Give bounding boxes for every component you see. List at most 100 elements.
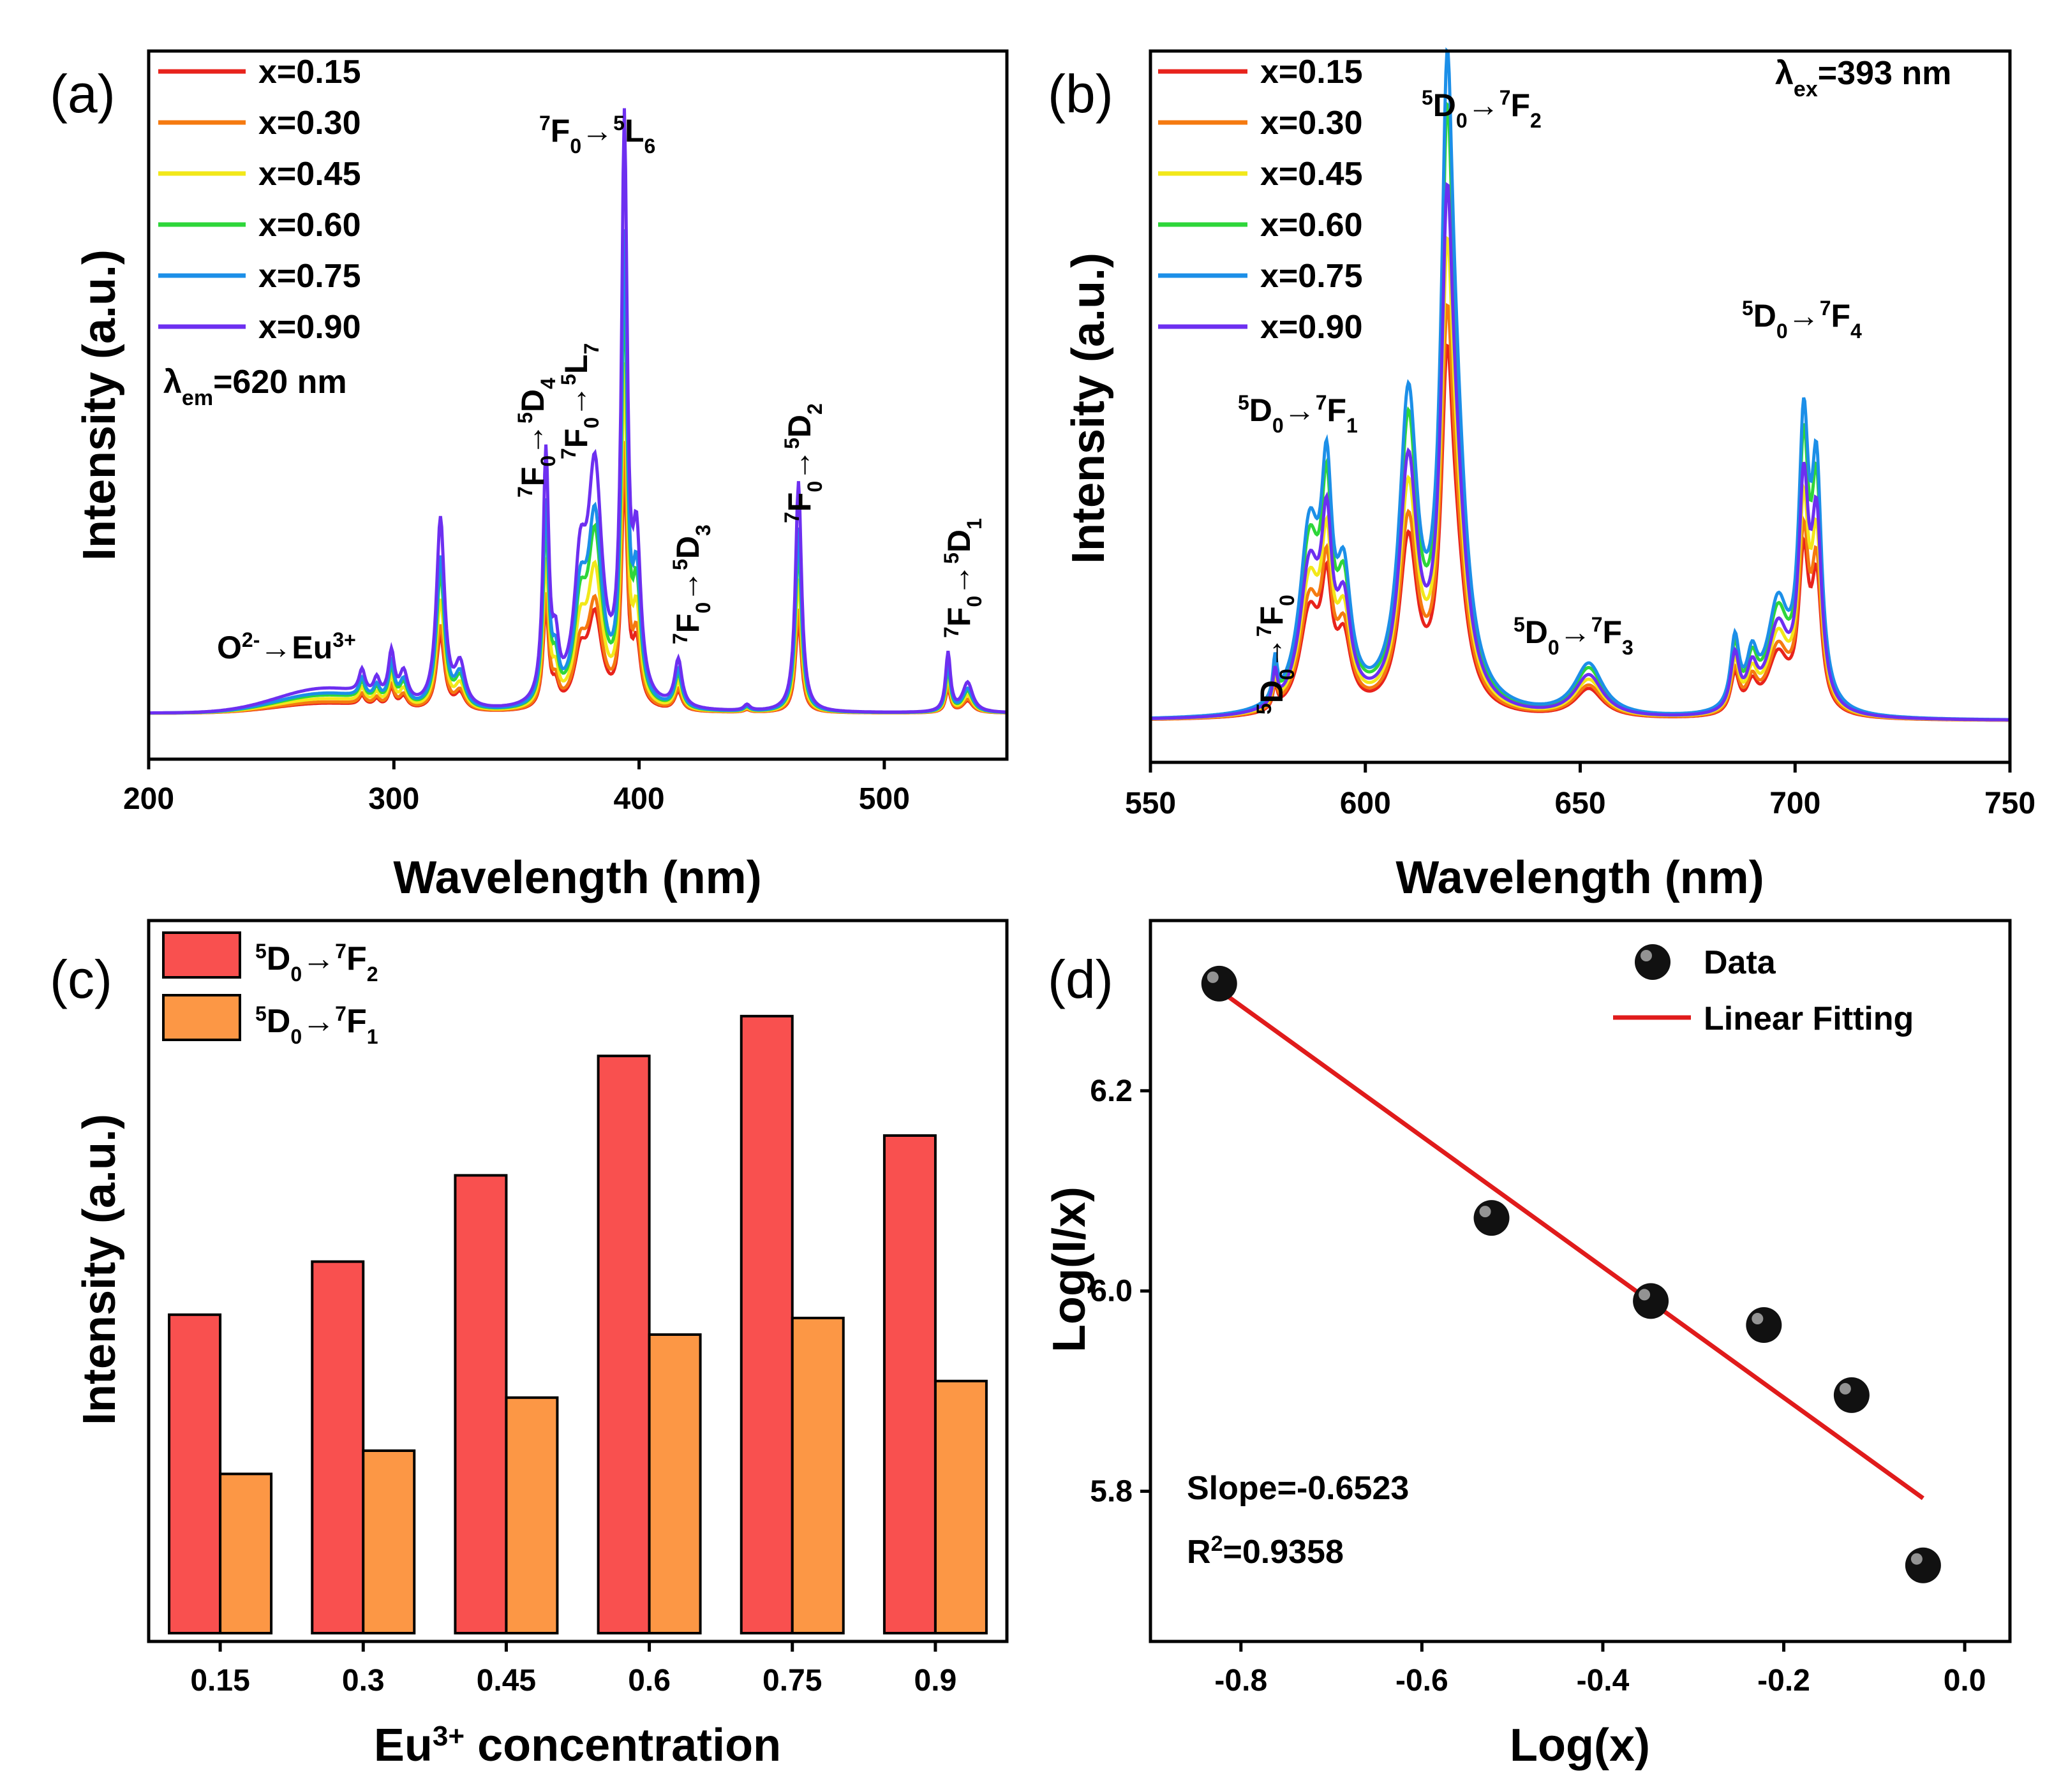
panel-d-legend-data: Data (1704, 944, 1776, 981)
annotation-7f0-5d2: 7F0→5D2 (780, 403, 826, 523)
panel-b-label: (b) (1048, 64, 1113, 124)
panel-d-x-axis-label: Log(x) (1510, 1720, 1650, 1771)
panel-d-data-point-highlight (1910, 1553, 1923, 1565)
panel-d-data-point-highlight (1839, 1382, 1851, 1395)
panel-a-series-line (149, 108, 1008, 715)
panel-d-y-tick-label: 6.2 (1090, 1074, 1133, 1108)
panel-d-legend-marker (1635, 944, 1670, 980)
panel-a-curves (149, 108, 1008, 715)
panel-a-x-ticks: 200 300 400 500 (123, 759, 910, 816)
panel-c-legend-label-7f1: 5D0→7F1 (255, 1002, 378, 1048)
panel-a-lambda-em: λem=620 nm (163, 364, 347, 410)
panel-c-bar (311, 1260, 365, 1634)
panel-d-legend-marker-highlight (1641, 950, 1652, 961)
panel-c-bar (168, 1313, 222, 1635)
panel-c-legend-swatch-7f2 (162, 931, 241, 979)
panel-b-x-ticks: 550 600 650 700 750 (1125, 762, 2035, 820)
panel-c-bar (219, 1472, 273, 1634)
panel-c-label: (c) (50, 949, 112, 1009)
panel-b: (b) 550 600 650 700 750 Wavelength (nm) Inte… (1048, 47, 2035, 903)
panel-b-legend-label: x=0.60 (1260, 207, 1363, 244)
panel-c-bar (934, 1379, 988, 1635)
panel-c-bar (740, 1014, 794, 1635)
panel-c-legend-swatch-7f1 (162, 994, 241, 1041)
panel-b-legend-label: x=0.45 (1260, 156, 1363, 193)
annotation-5d0-7f0: 5D0→7F0 (1253, 595, 1298, 715)
panel-d-data-point (1201, 965, 1237, 1002)
panel-d-y-axis-label: Log(I/x) (1044, 1187, 1095, 1352)
panel-a: (a) 200 300 400 500 Wavelength (nm) Intensi… (50, 49, 1009, 903)
panel-d-data-point (1473, 1200, 1510, 1236)
panel-c-legend-label-7f2: 5D0→7F2 (255, 940, 378, 986)
panel-c-bar (882, 1134, 937, 1634)
panel-d-ticks: -0.8 -0.6 -0.4 -0.2 0.0 5.8 6.0 6.2 (1090, 1074, 1986, 1698)
annotation-7f0-5l6: 7F0→5L6 (539, 112, 655, 158)
panel-c-bar (362, 1449, 416, 1634)
panel-b-x-tick-label: 550 (1125, 787, 1176, 820)
panel-d-data-point-highlight (1479, 1206, 1491, 1218)
panel-a-label: (a) (50, 64, 115, 124)
panel-d-x-tick-label: -0.8 (1214, 1664, 1267, 1698)
panel-a-legend-label: x=0.45 (258, 156, 361, 193)
annotation-7f0-5d3: 7F0→5D3 (669, 524, 715, 644)
panel-d-fit (1217, 988, 1924, 1500)
panel-c-bar (597, 1055, 651, 1634)
panel-d-data-point-highlight (1639, 1289, 1651, 1301)
panel-d-data-point-highlight (1207, 971, 1219, 983)
panel-c-bar (454, 1174, 508, 1634)
panel-c-x-ticks: 0.15 0.3 0.45 0.6 0.75 0.9 (190, 1641, 956, 1698)
panel-b-curves (1150, 47, 2010, 722)
panel-a-y-axis-label: Intensity (a.u.) (74, 249, 125, 561)
panel-c-x-tick-label: 0.75 (763, 1664, 822, 1698)
panel-d-fit-line (1217, 988, 1924, 1500)
panel-c-x-tick-label: 0.6 (628, 1664, 671, 1698)
panel-b-x-axis-label: Wavelength (nm) (1395, 852, 1764, 903)
panel-d-slope: Slope=-0.6523 (1187, 1470, 1409, 1507)
panel-d-legend-fit: Linear Fitting (1704, 1000, 1914, 1037)
panel-b-y-axis-label: Intensity (a.u.) (1063, 253, 1114, 564)
panel-a-legend-label: x=0.75 (258, 258, 361, 295)
panel-d-y-tick-label: 6.0 (1090, 1275, 1133, 1308)
panel-a-frame (147, 49, 1009, 761)
panel-d-data-point (1905, 1547, 1941, 1583)
annotation-5d0-7f4: 5D0→7F4 (1742, 297, 1862, 343)
panel-d-x-tick-label: 0.0 (1944, 1664, 1986, 1698)
annotation-5d0-7f3: 5D0→7F3 (1514, 613, 1633, 659)
annotation-7f0-5l7: 7F0→5L7 (557, 343, 603, 459)
panel-d-x-tick-label: -0.2 (1757, 1664, 1810, 1698)
panel-c-bar (505, 1396, 559, 1635)
panel-a-legend: x=0.15 x=0.30 x=0.45 x=0.60 x=0.75 x=0.90 (158, 54, 361, 346)
panel-b-legend-label: x=0.30 (1260, 105, 1363, 142)
panel-c-x-axis-label: Eu3+ concentration (374, 1720, 781, 1771)
panel-b-legend-label: x=0.15 (1260, 54, 1363, 91)
panel-a-x-tick-label: 300 (368, 782, 419, 816)
panel-d-r2: R2=0.9358 (1187, 1532, 1344, 1571)
panel-c-x-tick-label: 0.45 (477, 1664, 536, 1698)
panel-a-legend-label: x=0.60 (258, 207, 361, 244)
panel-d-data-point (1833, 1377, 1870, 1413)
panel-d-x-tick-label: -0.4 (1577, 1664, 1630, 1698)
panel-b-x-tick-label: 700 (1769, 787, 1820, 820)
panel-b-x-tick-label: 600 (1340, 787, 1391, 820)
annotation-7f0-5d4: 7F0→5D4 (514, 378, 560, 498)
panel-b-legend-label: x=0.75 (1260, 258, 1363, 295)
panel-a-x-tick-label: 200 (123, 782, 174, 816)
panel-a-legend-label: x=0.30 (258, 105, 361, 142)
panel-c-y-axis-label: Intensity (a.u.) (74, 1114, 125, 1425)
panel-c-frame (147, 919, 1009, 1643)
panel-b-legend-label: x=0.90 (1260, 309, 1363, 346)
panel-c-bar (648, 1333, 702, 1634)
panel-b-x-tick-label: 750 (1984, 787, 2035, 820)
panel-a-x-axis-label: Wavelength (nm) (393, 852, 761, 903)
annotation-o-eu: O2-→Eu3+ (217, 628, 356, 665)
panel-d-points (1201, 965, 1941, 1583)
panel-c: (c) 0.15 0.3 0.45 0.6 0.75 0.9 Eu3+ concentra… (50, 919, 1009, 1771)
panel-d-x-tick-label: -0.6 (1395, 1664, 1448, 1698)
panel-d-data-point (1746, 1307, 1782, 1344)
panel-c-x-tick-label: 0.15 (190, 1664, 249, 1698)
panel-b-series-line (1150, 47, 2010, 722)
panel-d-y-tick-label: 5.8 (1090, 1475, 1133, 1509)
panel-c-x-tick-label: 0.3 (342, 1664, 385, 1698)
panel-c-x-tick-label: 0.9 (914, 1664, 957, 1698)
